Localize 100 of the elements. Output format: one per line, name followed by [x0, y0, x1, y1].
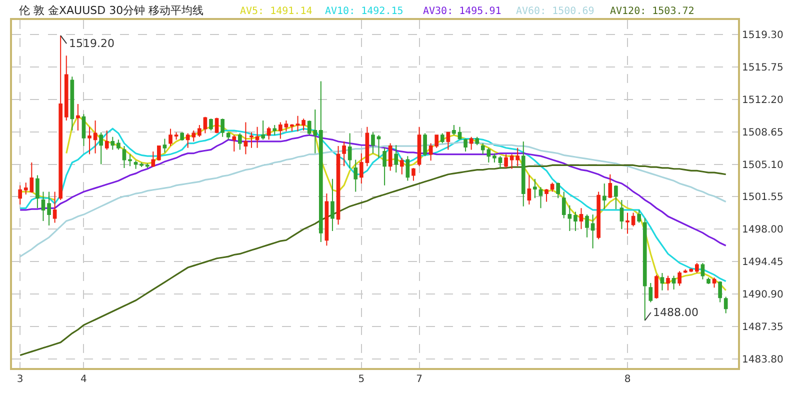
candlestick — [533, 178, 537, 199]
candlestick — [354, 159, 358, 192]
candlestick — [162, 138, 167, 153]
x-tick-label: 4 — [80, 374, 87, 385]
candlestick — [718, 280, 722, 303]
candlestick — [423, 132, 427, 157]
candlestick — [642, 218, 647, 321]
candlestick — [371, 132, 375, 154]
candlestick — [47, 191, 51, 226]
candlestick — [596, 191, 600, 240]
candlestick — [359, 152, 364, 184]
candlestick — [261, 120, 265, 140]
candlestick — [220, 118, 224, 138]
candlestick — [99, 132, 103, 165]
candlestick — [18, 184, 22, 205]
candlestick — [585, 214, 589, 238]
candlestick — [706, 277, 710, 284]
candlestick — [660, 272, 664, 291]
candlestick — [88, 126, 92, 155]
candlestick — [695, 262, 699, 274]
candlestick — [324, 193, 329, 246]
candlestick — [180, 132, 184, 142]
candlestick — [521, 140, 526, 207]
candlestick — [157, 146, 161, 162]
candlestick — [104, 130, 109, 150]
candlestick — [464, 138, 468, 152]
candlestick — [174, 132, 178, 140]
candlestick — [41, 191, 46, 222]
y-tick-label: 1505.10 — [742, 160, 784, 171]
candlestick — [538, 186, 543, 209]
candlestick — [318, 80, 323, 242]
candlestick — [440, 132, 444, 144]
candlestick — [446, 132, 450, 150]
candlestick — [110, 136, 115, 150]
candlestick — [203, 116, 208, 134]
candlestick — [93, 120, 98, 154]
candlestick — [151, 151, 156, 168]
candlestick — [412, 167, 416, 182]
candlestick — [458, 126, 462, 140]
annotation: 1488.00 — [653, 306, 698, 319]
candlestick — [278, 122, 282, 140]
candlestick — [590, 214, 595, 249]
candlestick — [266, 126, 271, 140]
candlestick — [145, 162, 150, 168]
candlestick — [52, 191, 57, 224]
candlestick — [637, 209, 641, 224]
candlestick — [486, 147, 491, 163]
candlestick — [678, 270, 682, 286]
y-tick-label: 1494.45 — [742, 257, 784, 268]
candlestick — [116, 139, 120, 150]
candlestick — [82, 114, 86, 147]
candlestick — [330, 178, 334, 232]
candlestick — [654, 274, 658, 300]
candlestick — [342, 140, 346, 167]
candlestick — [626, 212, 630, 234]
candlestick — [712, 277, 716, 288]
candlestick — [544, 188, 548, 202]
candlestick — [255, 126, 260, 148]
candlestick — [452, 124, 456, 136]
candlestick — [579, 208, 584, 230]
candlestick — [480, 142, 485, 155]
candlestick — [134, 160, 138, 170]
candlestick — [140, 162, 144, 168]
candlestick — [492, 152, 496, 163]
candlestick — [290, 124, 294, 132]
candlestick — [498, 156, 502, 170]
candlestick — [296, 115, 300, 132]
candlestick — [302, 118, 306, 132]
candlestick — [122, 146, 126, 168]
candlestick — [382, 147, 386, 186]
y-tick-label: 1483.80 — [742, 354, 784, 366]
candlestick — [608, 174, 612, 199]
candlestick — [602, 183, 606, 210]
y-tick-label: 1490.90 — [742, 290, 784, 301]
candlestick — [214, 117, 219, 134]
candlestick — [365, 126, 370, 167]
candlestick — [70, 76, 74, 132]
candlestick — [400, 157, 404, 175]
chart-title: 伦 敦 金XAUUSD 30分钟 移动平均线 — [19, 4, 204, 17]
candlestick — [394, 144, 398, 174]
x-tick-label: 5 — [358, 374, 365, 385]
y-tick-label: 1501.55 — [742, 192, 784, 204]
candlestick — [631, 212, 636, 227]
candlestick — [198, 124, 202, 138]
candlestick — [550, 182, 554, 192]
annotation: 1519.20 — [69, 37, 114, 50]
candlestick — [620, 199, 624, 230]
candlestick — [516, 147, 520, 167]
y-tick-label: 1512.20 — [742, 94, 784, 106]
candlestick — [724, 296, 728, 314]
line-series — [19, 164, 727, 356]
candlestick — [672, 275, 676, 290]
text: AV5: 1491.14 — [240, 6, 312, 17]
candlestick — [475, 136, 480, 146]
candlestick — [168, 128, 172, 147]
candlestick — [510, 154, 514, 170]
candlestick — [428, 142, 433, 162]
candlestick — [614, 184, 618, 210]
candlestick — [76, 104, 80, 132]
text: AV30: 1495.91 — [423, 6, 502, 17]
